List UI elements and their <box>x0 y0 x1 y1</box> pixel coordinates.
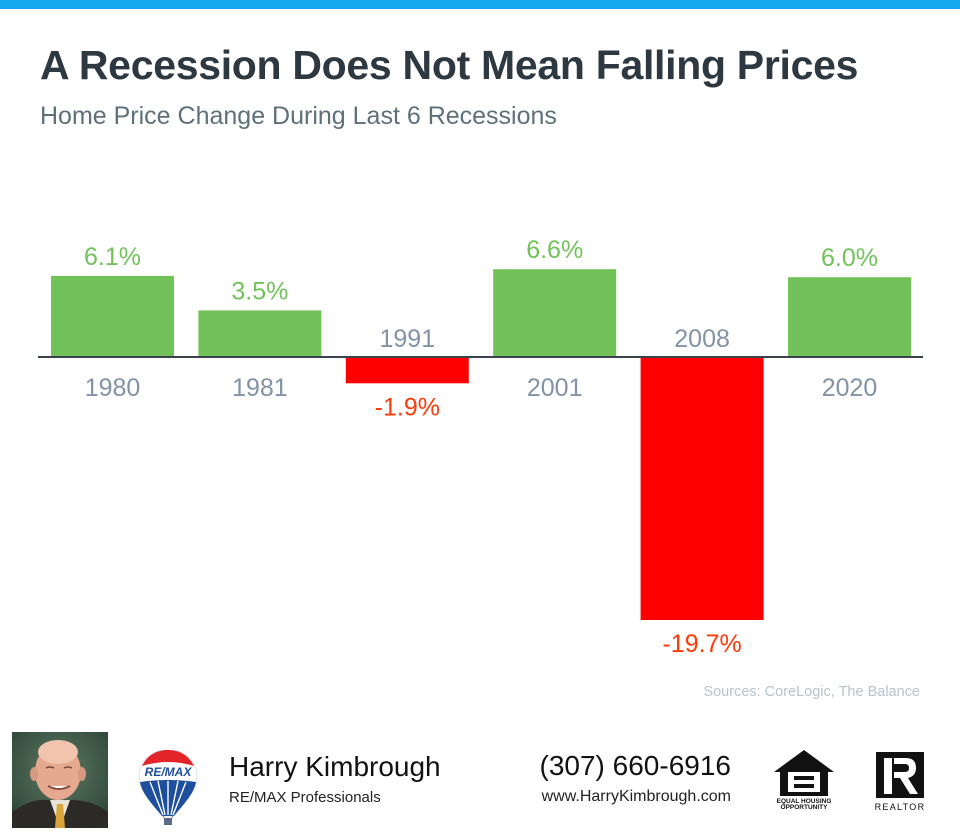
realtor-text: REALTOR <box>874 802 926 812</box>
value-label-2001: 6.6% <box>526 236 583 264</box>
remax-balloon-logo: RE/MAX <box>136 748 200 832</box>
agent-phone[interactable]: (307) 660-6916 <box>539 750 731 781</box>
category-label-2001: 2001 <box>527 374 583 402</box>
value-label-1991: -1.9% <box>375 393 440 421</box>
bar-1991 <box>345 358 469 384</box>
labels-group: 6.1% 1980 3.5% 1981 -1.9% 1991 6.6% 2001 -19.7% 2… <box>84 236 878 658</box>
bar-2008 <box>640 358 764 620</box>
realtor-logo-icon: REALTOR <box>872 750 928 812</box>
value-label-1980: 6.1% <box>84 243 141 271</box>
agent-website-link[interactable]: www.HarryKimbrough.com <box>541 788 731 805</box>
value-label-2008: -19.7% <box>662 630 741 658</box>
eho-line1: EQUAL HOUSING <box>776 798 832 805</box>
bar-chart: 6.1% 1980 3.5% 1981 -1.9% 1991 6.6% 2001 -19.7% 2… <box>38 236 923 658</box>
equal-housing-opportunity-icon: EQUAL HOUSING OPPORTUNITY <box>772 748 836 812</box>
agent-photo <box>12 732 108 828</box>
agent-name: Harry Kimbrough <box>229 751 441 782</box>
category-label-1981: 1981 <box>232 374 288 402</box>
category-label-2008: 2008 <box>674 325 730 353</box>
bar-1980 <box>51 275 174 357</box>
eho-line2: OPPORTUNITY <box>780 804 828 811</box>
category-label-1991: 1991 <box>379 325 435 353</box>
top-accent-bar <box>0 0 960 9</box>
bar-1981 <box>198 310 322 357</box>
category-label-1980: 1980 <box>85 374 141 402</box>
agent-company: RE/MAX Professionals <box>229 789 381 806</box>
value-label-2020: 6.0% <box>821 244 878 272</box>
bar-2020 <box>788 277 911 357</box>
remax-logo-text: RE/MAX <box>145 765 193 779</box>
page-title: A Recession Does Not Mean Falling Prices <box>40 42 859 88</box>
source-note: Sources: CoreLogic, The Balance <box>703 684 920 700</box>
bar-2001 <box>493 269 617 357</box>
page-subtitle: Home Price Change During Last 6 Recessio… <box>40 102 557 130</box>
category-label-2020: 2020 <box>822 374 878 402</box>
bars-group <box>51 269 911 620</box>
value-label-1981: 3.5% <box>231 277 288 305</box>
